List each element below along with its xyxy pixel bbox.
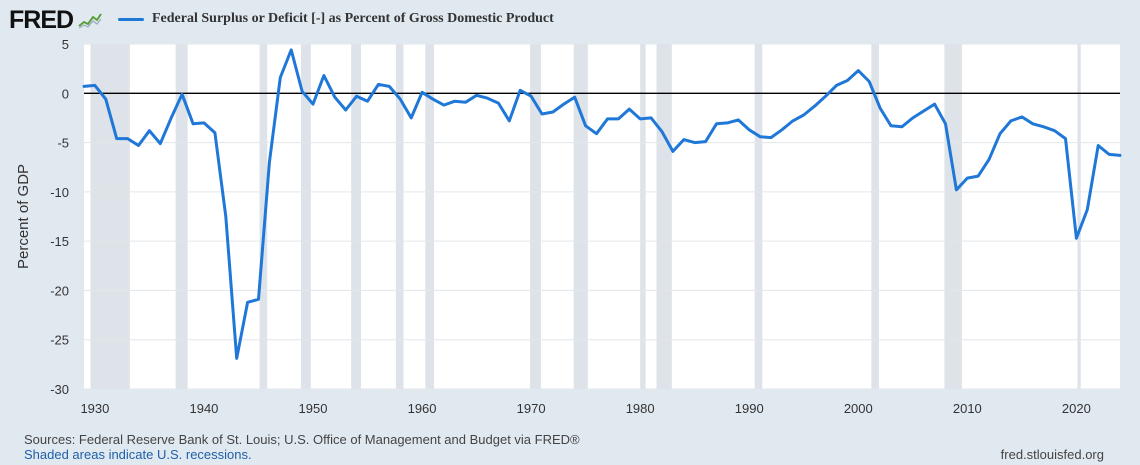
x-tick-label: 1990 — [735, 401, 764, 416]
y-tick-label: -20 — [50, 283, 69, 298]
fred-url-link[interactable]: fred.stlouisfed.org — [1000, 447, 1104, 462]
y-tick-label: -30 — [50, 382, 69, 397]
y-tick-label: -15 — [50, 234, 69, 249]
x-tick-label: 1960 — [408, 401, 437, 416]
y-tick-label: 5 — [62, 37, 69, 52]
y-tick-label: -10 — [50, 185, 69, 200]
recession-note-link[interactable]: Shaded areas indicate U.S. recessions. — [24, 447, 252, 462]
recession-band — [656, 44, 672, 389]
recession-band — [944, 44, 962, 389]
recession-band — [90, 44, 130, 389]
sparkline-icon — [78, 12, 103, 29]
x-tick-label: 1970 — [517, 401, 546, 416]
recession-band — [530, 44, 541, 389]
y-axis-label: Percent of GDP — [15, 164, 32, 269]
recession-band — [871, 44, 879, 389]
x-tick-label: 1950 — [299, 401, 328, 416]
recession-band — [395, 44, 404, 389]
recession-band — [754, 44, 763, 389]
x-tick-label: 2010 — [953, 401, 982, 416]
chart-legend: Federal Surplus or Deficit [-] as Percen… — [118, 11, 554, 27]
y-tick-label: 0 — [62, 86, 69, 101]
line-chart: 5 0 -5 -10 -15 -20 -25 -30 1930 1940 1950 1960 1970 1… — [15, 37, 1122, 416]
recession-band — [640, 44, 646, 389]
x-tick-label: 1930 — [80, 401, 109, 416]
recession-band — [1077, 44, 1081, 389]
recession-band — [259, 44, 268, 389]
recession-band — [175, 44, 188, 389]
x-tick-label: 2000 — [844, 401, 873, 416]
x-tick-label: 2020 — [1062, 401, 1091, 416]
legend-label: Federal Surplus or Deficit [-] as Percen… — [152, 11, 554, 26]
recession-band — [573, 44, 588, 389]
recession-band — [301, 44, 311, 389]
recession-band — [425, 44, 435, 389]
recession-band — [351, 44, 361, 389]
y-tick-label: -25 — [50, 333, 69, 348]
x-tick-label: 1980 — [626, 401, 655, 416]
fred-logo-text: FRED — [9, 6, 74, 34]
y-tick-label: -5 — [57, 136, 69, 151]
sources-text: Sources: Federal Reserve Bank of St. Lou… — [24, 432, 580, 447]
series-line — [82, 48, 1122, 360]
fred-logo[interactable]: FRED — [9, 6, 103, 35]
legend-line-swatch — [118, 17, 144, 21]
x-tick-label: 1940 — [189, 401, 218, 416]
